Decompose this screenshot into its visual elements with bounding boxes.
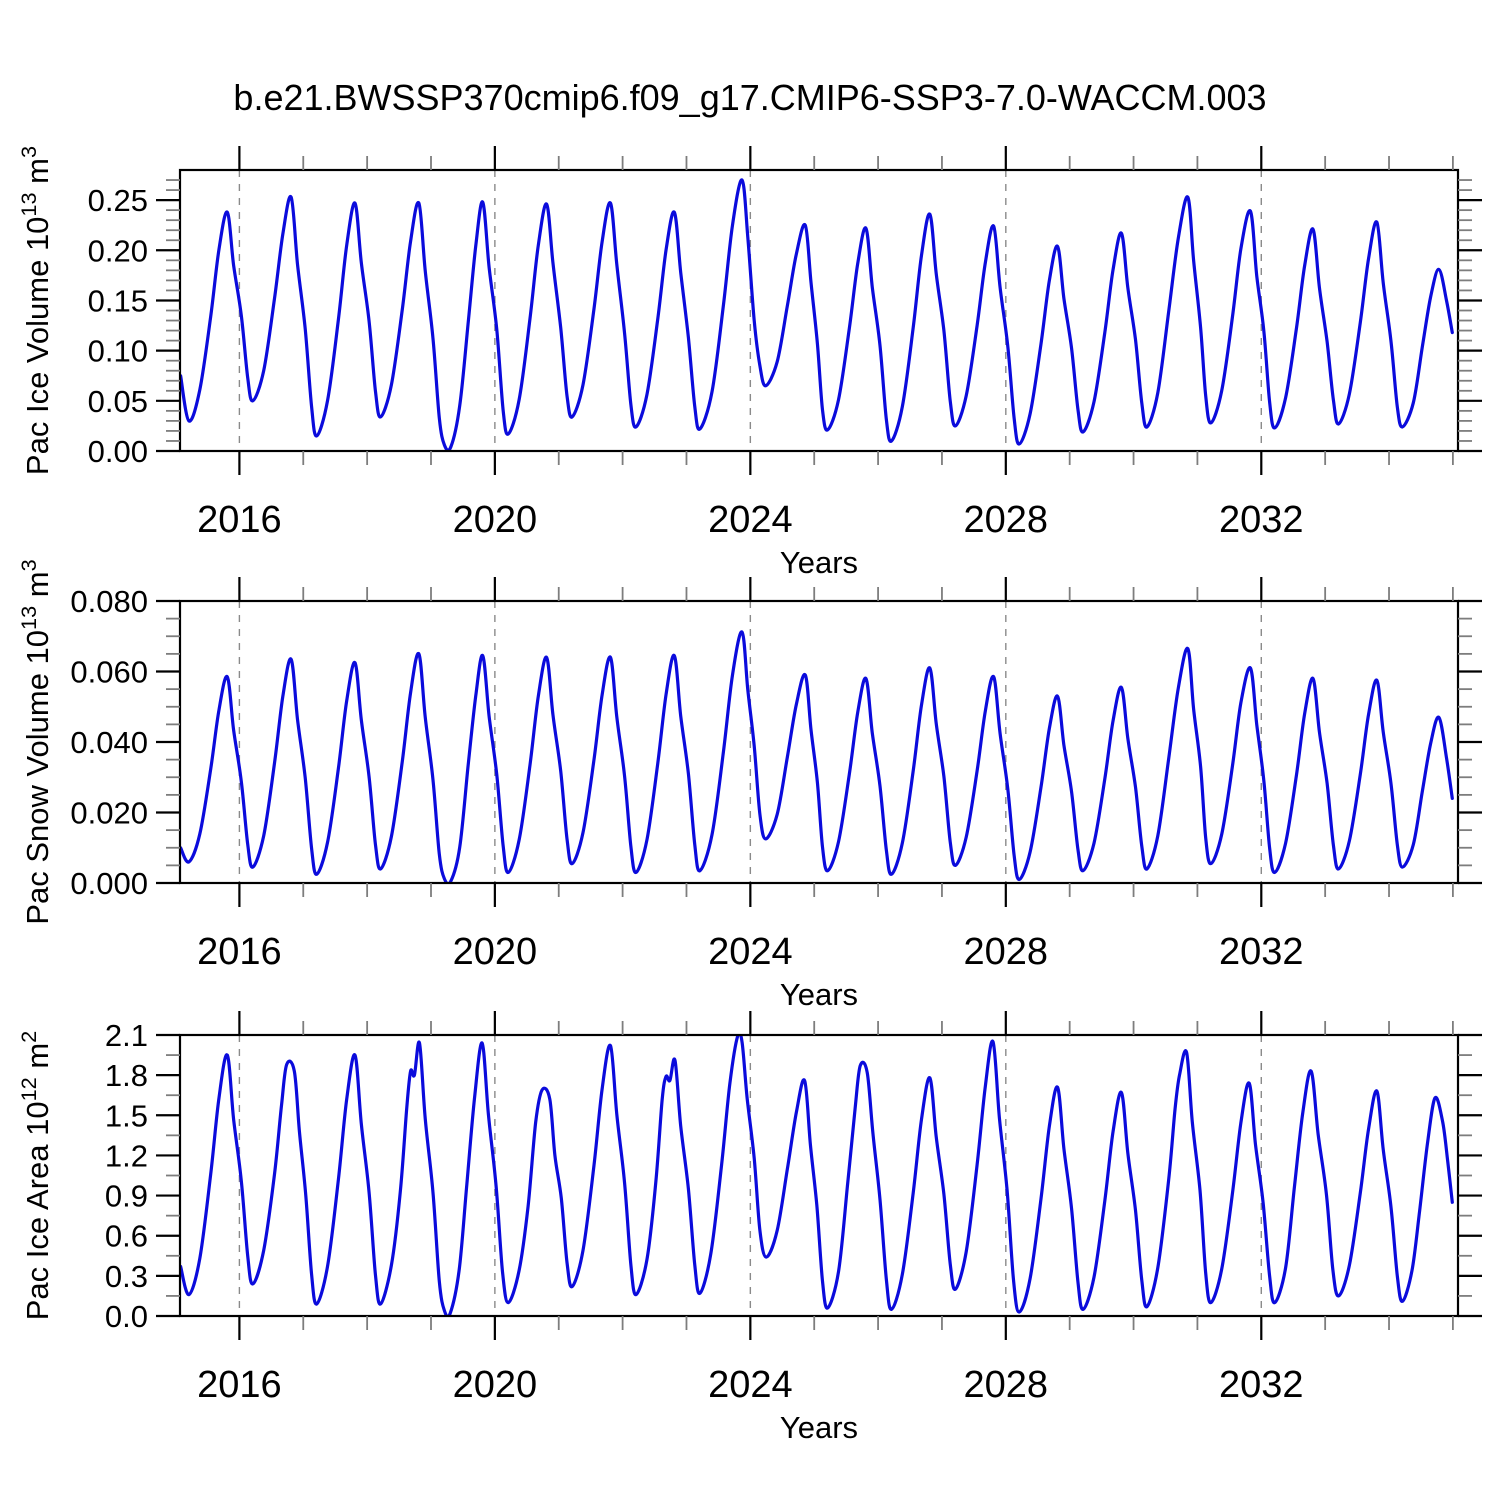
x-tick-label: 2016 <box>197 499 282 541</box>
y-tick-label: 0.020 <box>70 796 148 831</box>
figure-title: b.e21.BWSSP370cmip6.f09_g17.CMIP6-SSP3-7… <box>233 77 1266 118</box>
plot-frame <box>178 1033 1460 1318</box>
panel-2: 0.000 0.020 0.040 0.060 0.080 2016 2020 2024 202… <box>16 559 1482 1012</box>
x-tick-label: 2032 <box>1219 1364 1304 1406</box>
x-tick-label: 2020 <box>453 499 538 541</box>
x-tick-label: 2024 <box>708 499 793 541</box>
x-tick-label: 2028 <box>964 499 1049 541</box>
series-line-1 <box>180 178 1454 451</box>
y-tick-label: 2.1 <box>105 1018 148 1053</box>
series-line-2 <box>180 630 1454 883</box>
y-tick-label: 0.05 <box>88 384 148 419</box>
y-tick-label: 1.2 <box>105 1138 148 1173</box>
y-tick-label: 0.20 <box>88 233 148 268</box>
y-tick-label: 0.080 <box>70 584 148 619</box>
x-tick-label: 2016 <box>197 1364 282 1406</box>
y-tick-label: 0.060 <box>70 655 148 690</box>
y-tick-label: 0.040 <box>70 725 148 760</box>
y-tick-label: 0.00 <box>88 434 148 469</box>
x-axis-label: Years <box>780 977 858 1012</box>
x-tick-label: 2020 <box>453 931 538 973</box>
plot-frame <box>178 599 1460 885</box>
y-tick-label: 1.8 <box>105 1058 148 1093</box>
y-axis-label: Pac Ice Area 1012 m2 <box>16 1031 55 1321</box>
x-tick-label: 2024 <box>708 1364 793 1406</box>
x-tick-label: 2032 <box>1219 931 1304 973</box>
panel-3: 0.0 0.3 0.6 0.9 1.2 1.5 1.8 2.1 2016 2020 2024 2028… <box>16 1011 1482 1445</box>
x-tick-label: 2016 <box>197 931 282 973</box>
y-tick-label: 0.000 <box>70 866 148 901</box>
x-tick-label: 2024 <box>708 931 793 973</box>
y-tick-label: 0.25 <box>88 183 148 218</box>
y-tick-label: 0.9 <box>105 1179 148 1214</box>
y-tick-label: 0.10 <box>88 334 148 369</box>
x-tick-label: 2028 <box>964 1364 1049 1406</box>
y-axis-label: Pac Ice Volume 1013 m3 <box>16 146 55 475</box>
panel-1: 0.00 0.05 0.10 0.15 0.20 0.25 2016 2020 2024 2028… <box>16 146 1482 580</box>
panels-group: 0.00 0.05 0.10 0.15 0.20 0.25 2016 2020 2024 2028… <box>16 146 1482 1445</box>
x-axis-label: Years <box>780 1410 858 1445</box>
x-tick-label: 2032 <box>1219 499 1304 541</box>
plot-frame <box>178 168 1460 453</box>
y-tick-label: 0.0 <box>105 1299 148 1334</box>
x-axis-label: Years <box>780 545 858 580</box>
x-tick-label: 2020 <box>453 1364 538 1406</box>
y-tick-label: 0.15 <box>88 283 148 318</box>
series-line-3 <box>180 1035 1454 1316</box>
x-tick-label: 2028 <box>964 931 1049 973</box>
y-axis-label: Pac Snow Volume 1013 m3 <box>16 559 55 924</box>
y-tick-label: 0.6 <box>105 1219 148 1254</box>
y-tick-label: 0.3 <box>105 1259 148 1294</box>
y-tick-label: 1.5 <box>105 1098 148 1133</box>
